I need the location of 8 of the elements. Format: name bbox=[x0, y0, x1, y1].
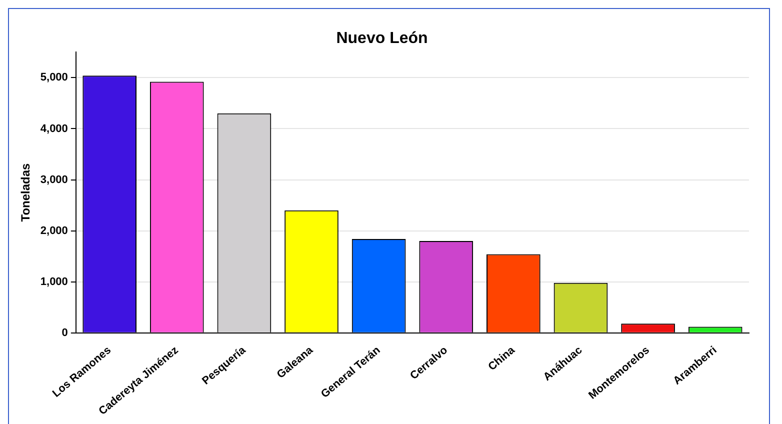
chart-title: Nuevo León bbox=[336, 30, 428, 48]
y-tick-label: 3,000 bbox=[40, 174, 68, 186]
y-tick-label: 2,000 bbox=[40, 224, 68, 237]
y-tick-label: 4,000 bbox=[40, 122, 68, 135]
y-tick-label: 0 bbox=[62, 326, 68, 339]
y-tick-label: 5,000 bbox=[40, 72, 68, 84]
y-axis-title: Toneladas bbox=[18, 162, 33, 222]
y-tick-label: 1,000 bbox=[40, 276, 68, 288]
